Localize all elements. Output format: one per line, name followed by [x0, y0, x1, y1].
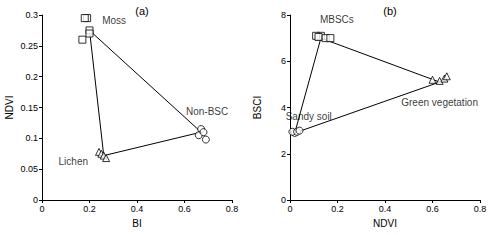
svg-text:Sandy soil: Sandy soil: [286, 111, 332, 122]
svg-text:BSCI: BSCI: [252, 96, 263, 119]
svg-text:0: 0: [39, 204, 44, 214]
svg-text:Lichen: Lichen: [59, 156, 88, 167]
svg-text:0.6: 0.6: [178, 204, 191, 214]
svg-text:(a): (a): [135, 5, 148, 17]
svg-text:MBSCs: MBSCs: [320, 14, 354, 25]
svg-text:0.8: 0.8: [226, 204, 239, 214]
svg-text:8: 8: [281, 10, 286, 20]
svg-text:0.3: 0.3: [25, 10, 38, 20]
svg-text:0: 0: [287, 204, 292, 214]
svg-text:0.2: 0.2: [331, 204, 344, 214]
svg-text:Moss: Moss: [102, 15, 126, 26]
svg-text:0.6: 0.6: [426, 204, 439, 214]
svg-text:0.15: 0.15: [20, 103, 38, 113]
svg-text:Green vegetation: Green vegetation: [401, 97, 478, 108]
svg-text:0.4: 0.4: [379, 204, 392, 214]
svg-text:NDVI: NDVI: [4, 96, 15, 120]
svg-text:0.1: 0.1: [25, 133, 38, 143]
svg-text:BI: BI: [132, 218, 141, 229]
svg-text:0.25: 0.25: [20, 41, 38, 51]
svg-text:(b): (b): [383, 5, 396, 17]
svg-text:6: 6: [281, 56, 286, 66]
svg-text:0.2: 0.2: [83, 204, 96, 214]
svg-text:2: 2: [281, 149, 286, 159]
svg-text:4: 4: [281, 102, 286, 113]
svg-text:NDVI: NDVI: [373, 218, 397, 229]
svg-text:0: 0: [33, 195, 38, 205]
svg-text:0.2: 0.2: [25, 72, 38, 82]
svg-text:0: 0: [281, 195, 286, 205]
svg-text:Non-BSC: Non-BSC: [186, 106, 228, 117]
svg-text:0.05: 0.05: [20, 164, 38, 174]
svg-text:0.4: 0.4: [131, 204, 144, 214]
svg-text:0.8: 0.8: [474, 204, 487, 214]
